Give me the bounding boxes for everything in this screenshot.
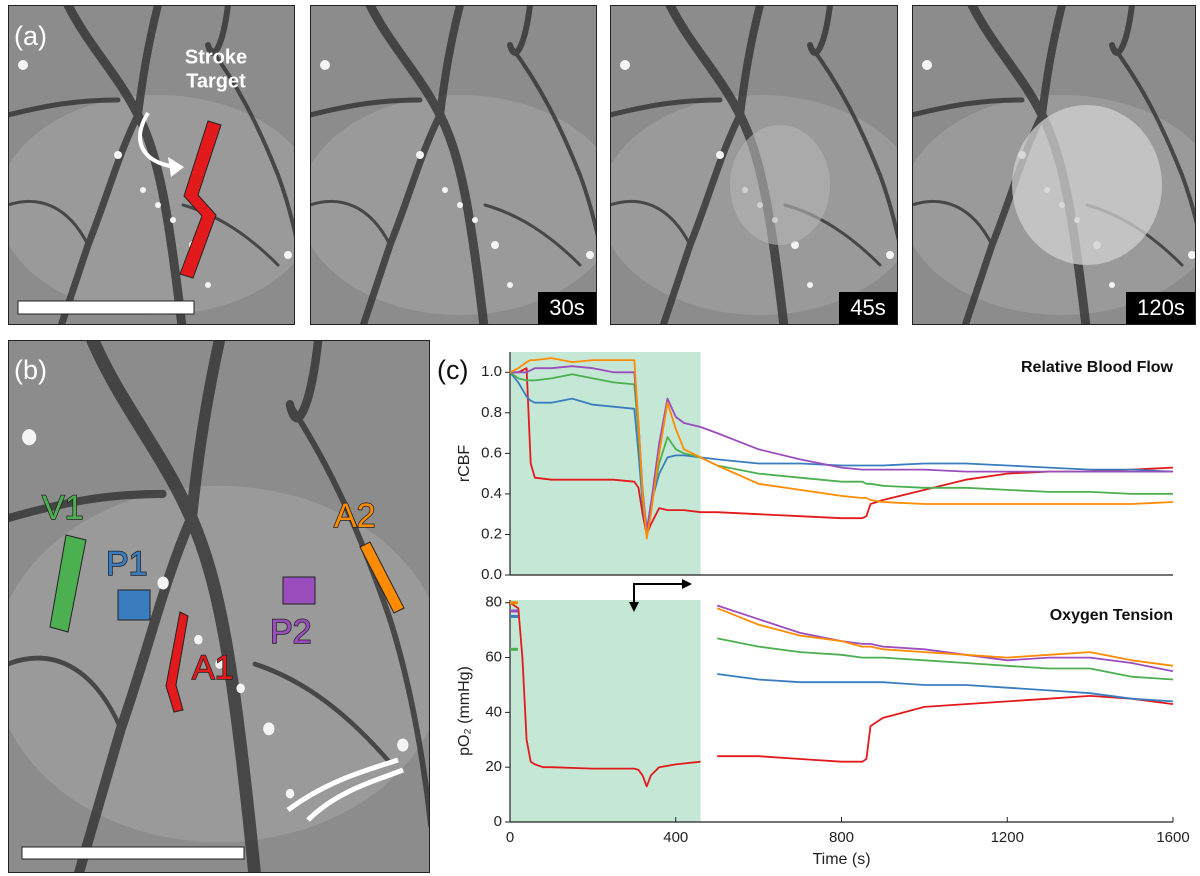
- y-tick-label: 0: [494, 813, 502, 830]
- x-axis-label: Time (s): [812, 851, 870, 868]
- panel-label: (c): [437, 355, 468, 385]
- y-tick-label: 60: [485, 649, 502, 666]
- chart-title: Relative Blood Flow: [1021, 359, 1174, 376]
- y-tick-label: 0.8: [481, 404, 502, 421]
- y-tick-label: 1.0: [481, 363, 502, 380]
- y-tick-label: 0.6: [481, 444, 502, 461]
- annotation: Target: [186, 70, 246, 92]
- x-tick-label: 1600: [1156, 829, 1189, 846]
- panel-label: (a): [14, 21, 47, 51]
- region-label: P2: [270, 613, 312, 651]
- annotation: Stroke: [185, 46, 247, 68]
- region-label: A1: [192, 649, 234, 687]
- x-tick-label: 800: [829, 829, 854, 846]
- series-line: [716, 607, 1174, 667]
- y-tick-label: 20: [485, 758, 502, 775]
- series-line: [510, 365, 1173, 532]
- y-tick-label: 0.0: [481, 566, 502, 583]
- region-label: V1: [42, 489, 84, 527]
- arrow-head: [682, 579, 692, 589]
- image-a2: [610, 5, 898, 325]
- x-tick-label: 400: [663, 829, 688, 846]
- series-line: [509, 601, 1174, 788]
- stroke-arrow: [633, 583, 686, 608]
- timestamp: 30s: [549, 295, 584, 320]
- image-a3: [912, 5, 1196, 325]
- series-line: [716, 604, 1174, 673]
- series-line: [509, 371, 1173, 536]
- chart-title: Oxygen Tension: [1050, 607, 1173, 624]
- series-line: [717, 637, 1174, 681]
- region-label: A2: [334, 497, 376, 535]
- timestamp: 120s: [1137, 295, 1185, 320]
- arrow-head: [629, 602, 639, 612]
- image-a0: [8, 5, 295, 325]
- highlight-region: [510, 600, 701, 822]
- series-line: [509, 371, 1174, 536]
- y-tick-label: 0.2: [481, 525, 502, 542]
- x-tick-label: 0: [506, 829, 514, 846]
- timestamp: 45s: [850, 295, 885, 320]
- highlight-region: [510, 352, 701, 575]
- x-tick-label: 1200: [991, 829, 1024, 846]
- panel-label: (b): [14, 355, 47, 385]
- series-line: [510, 367, 1174, 536]
- image-a1: [310, 5, 597, 325]
- series-line: [717, 673, 1174, 703]
- y-tick-label: 40: [485, 703, 502, 720]
- y-axis-label: rCBF: [456, 445, 473, 483]
- y-tick-label: 0.4: [481, 485, 502, 502]
- region-label: P1: [106, 545, 148, 583]
- y-tick-label: 80: [485, 594, 502, 611]
- charts: 0.0 0.2 0.4 0.6 0.8 1.0 Relative Blood Flow rCB…: [456, 352, 1190, 868]
- y-axis-label: pO₂ (mmHg): [456, 666, 473, 756]
- image-b: [8, 340, 430, 873]
- series-line: [509, 357, 1174, 540]
